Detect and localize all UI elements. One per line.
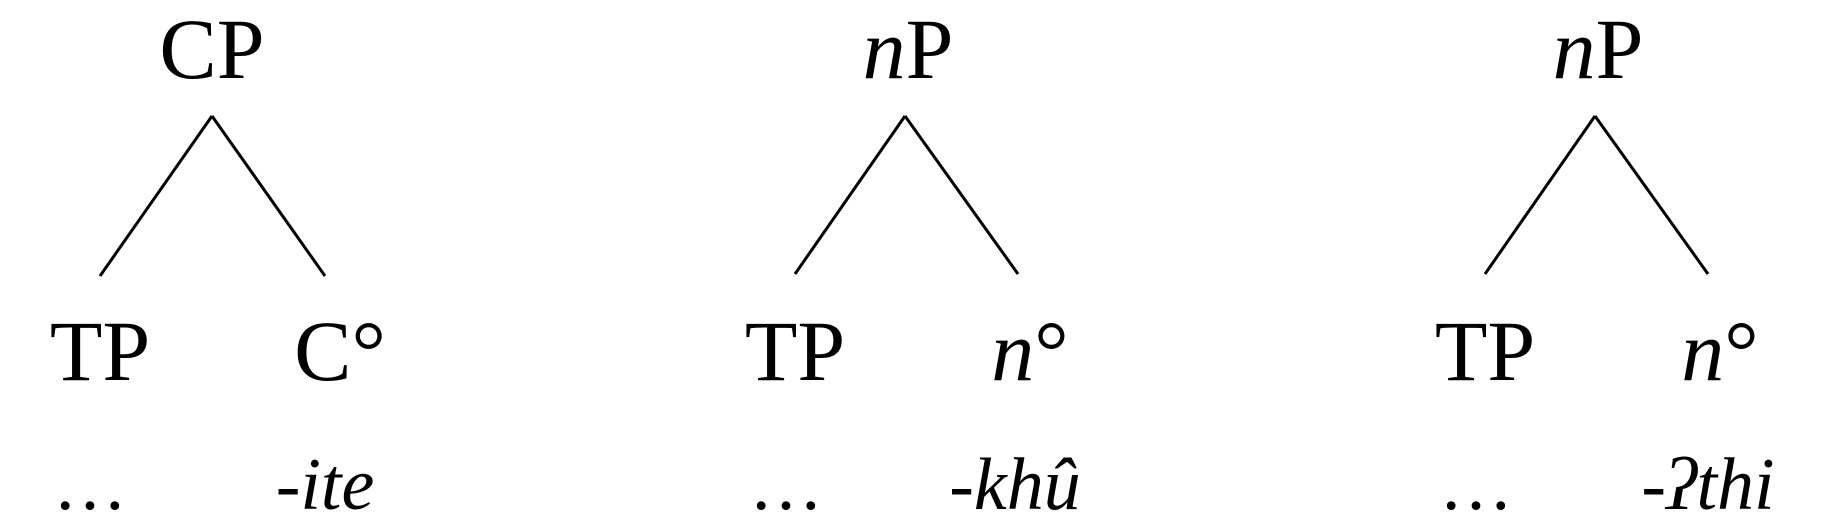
node-n-head: n° xyxy=(1681,308,1758,394)
edge-cp-to-c xyxy=(210,115,327,277)
node-n-head-degree: ° xyxy=(1034,303,1069,399)
node-np-p: P xyxy=(905,1,954,97)
leaf-ellipsis-label: … xyxy=(749,444,827,526)
node-np: nP xyxy=(863,6,954,92)
node-np-n: n xyxy=(862,1,906,97)
node-cp: CP xyxy=(159,6,264,92)
leaf-thi: -ʔthi xyxy=(1641,448,1774,522)
node-c-head-label: C° xyxy=(294,303,386,399)
node-tp: TP xyxy=(745,308,845,394)
tree-cp-edges xyxy=(98,115,327,277)
node-np-n: n xyxy=(1552,1,1596,97)
tree-cp: CP TP C° … -ite xyxy=(0,0,600,522)
leaf-ite-label: -ite xyxy=(275,444,375,526)
node-n-head-n: n xyxy=(1681,303,1725,399)
node-cp-label: CP xyxy=(159,1,265,97)
edge-np-to-n xyxy=(903,115,1020,275)
node-c-head: C° xyxy=(294,308,386,394)
leaf-ite: -ite xyxy=(276,448,375,522)
node-n-head: n° xyxy=(991,308,1068,394)
tree-np-thi-edges xyxy=(1483,115,1710,275)
node-n-head-n: n xyxy=(991,303,1035,399)
leaf-thi-label: -ʔthi xyxy=(1641,444,1775,526)
node-tp-label: TP xyxy=(744,303,846,399)
edge-np-to-tp xyxy=(793,115,907,275)
node-np: nP xyxy=(1553,6,1644,92)
edge-np-to-n xyxy=(1593,115,1710,275)
edge-cp-to-tp xyxy=(98,115,214,277)
node-np-p: P xyxy=(1595,1,1644,97)
leaf-ellipsis: … xyxy=(1439,448,1517,522)
node-tp-label: TP xyxy=(1434,303,1536,399)
node-tp: TP xyxy=(1435,308,1535,394)
tree-np-khu: nP TP n° … -khû xyxy=(620,0,1220,522)
leaf-ellipsis-label: … xyxy=(53,444,131,526)
leaf-ellipsis: … xyxy=(53,448,131,522)
tree-np-khu-edges xyxy=(793,115,1020,275)
leaf-khu: -khû xyxy=(949,448,1081,522)
node-tp: TP xyxy=(50,308,150,394)
leaf-khu-label: -khû xyxy=(949,444,1081,526)
leaf-ellipsis: … xyxy=(749,448,827,522)
node-n-head-degree: ° xyxy=(1724,303,1759,399)
edge-np-to-tp xyxy=(1483,115,1597,275)
tree-np-thi: nP TP n° … -ʔthi xyxy=(1240,0,1830,522)
leaf-ellipsis-label: … xyxy=(1439,444,1517,526)
node-tp-label: TP xyxy=(49,303,151,399)
